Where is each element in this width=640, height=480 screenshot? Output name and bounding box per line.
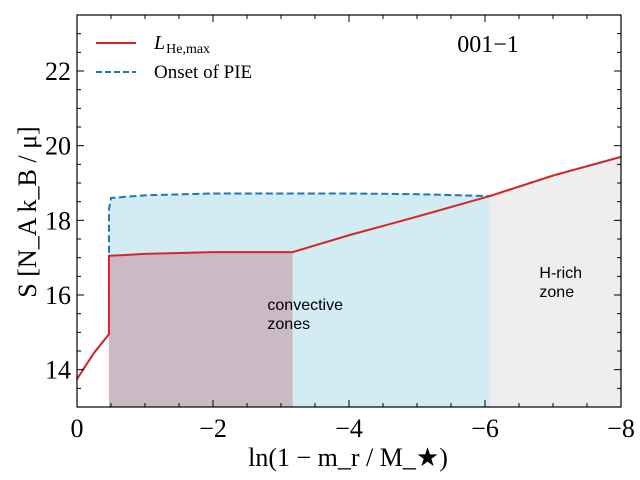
- y-axis-label: S [N_A k_B / μ]: [13, 126, 42, 297]
- h-rich-label-line: H-rich: [539, 265, 582, 282]
- h-rich-zone: [489, 156, 621, 407]
- legend: LHe,max Onset of PIE: [96, 32, 252, 83]
- legend-label-lhe-main: L: [153, 32, 165, 54]
- x-tick-label: −4: [335, 414, 363, 443]
- x-tick-label: 0: [71, 414, 84, 443]
- shaded-regions: [108, 156, 621, 407]
- x-tick-label: −8: [607, 414, 635, 443]
- y-tick-label: 14: [45, 356, 71, 385]
- x-tick-label: −6: [471, 414, 499, 443]
- h-rich-label: H-rich zone: [539, 265, 582, 301]
- x-axis-label: ln(1 − m_r / M_★): [248, 443, 448, 472]
- convective-label-line: zones: [267, 316, 310, 333]
- legend-label-lhe-sub: He,max: [166, 42, 210, 57]
- y-tick-label: 22: [45, 57, 71, 86]
- convective-label-line: convective: [267, 297, 343, 314]
- convective-label: convective zones: [267, 297, 343, 333]
- panel-label: 001−1: [457, 32, 519, 58]
- convective-zone-inner: [108, 252, 293, 407]
- legend-label-lhe: LHe,max: [153, 32, 210, 57]
- series-line-lhe-max: [76, 155, 622, 380]
- axis-ticks: [76, 14, 622, 408]
- annotations: convective zones H-rich zone: [267, 265, 582, 333]
- legend-label-pie: Onset of PIE: [154, 62, 252, 83]
- x-tick-label: −2: [199, 414, 227, 443]
- data-lines: [76, 155, 622, 380]
- y-tick-label: 16: [45, 281, 71, 310]
- h-rich-label-line: zone: [539, 284, 574, 301]
- y-tick-label: 20: [45, 132, 71, 161]
- tick-labels: 0 −2 −4 −6 −8 14 16 18 20 22: [45, 57, 635, 443]
- y-tick-label: 18: [45, 206, 71, 235]
